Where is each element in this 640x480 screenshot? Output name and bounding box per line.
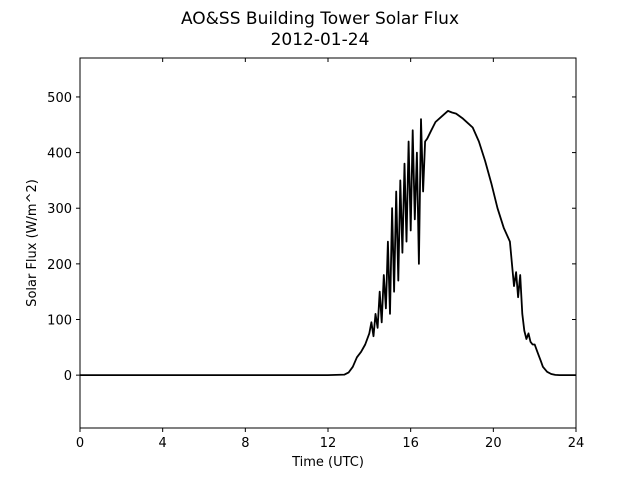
y-axis: 0 100 200 300 400 500 bbox=[47, 91, 576, 384]
y-tick-label: 300 bbox=[47, 202, 72, 217]
x-axis: 0 4 8 12 16 20 24 bbox=[76, 58, 584, 451]
plot-area bbox=[80, 110, 576, 377]
y-axis-label: Solar Flux (W/m^2) bbox=[25, 179, 40, 307]
x-tick-label: 0 bbox=[76, 436, 84, 451]
y-tick-label: 500 bbox=[47, 91, 72, 106]
x-tick-label: 24 bbox=[568, 436, 585, 451]
y-tick-label: 100 bbox=[47, 314, 72, 329]
y-tick-label: 0 bbox=[64, 369, 72, 384]
x-axis-label: Time (UTC) bbox=[291, 455, 364, 470]
plot-frame bbox=[79, 57, 577, 429]
y-tick-label: 400 bbox=[47, 147, 72, 162]
x-tick-label: 20 bbox=[485, 436, 502, 451]
chart-title: AO&SS Building Tower Solar Flux bbox=[181, 9, 459, 29]
x-tick-label: 8 bbox=[241, 436, 249, 451]
series-line bbox=[80, 110, 576, 377]
x-tick-label: 4 bbox=[159, 436, 167, 451]
chart-subtitle: 2012-01-24 bbox=[271, 30, 370, 50]
x-tick-label: 12 bbox=[320, 436, 337, 451]
y-tick-label: 200 bbox=[47, 258, 72, 273]
x-tick-label: 16 bbox=[402, 436, 419, 451]
